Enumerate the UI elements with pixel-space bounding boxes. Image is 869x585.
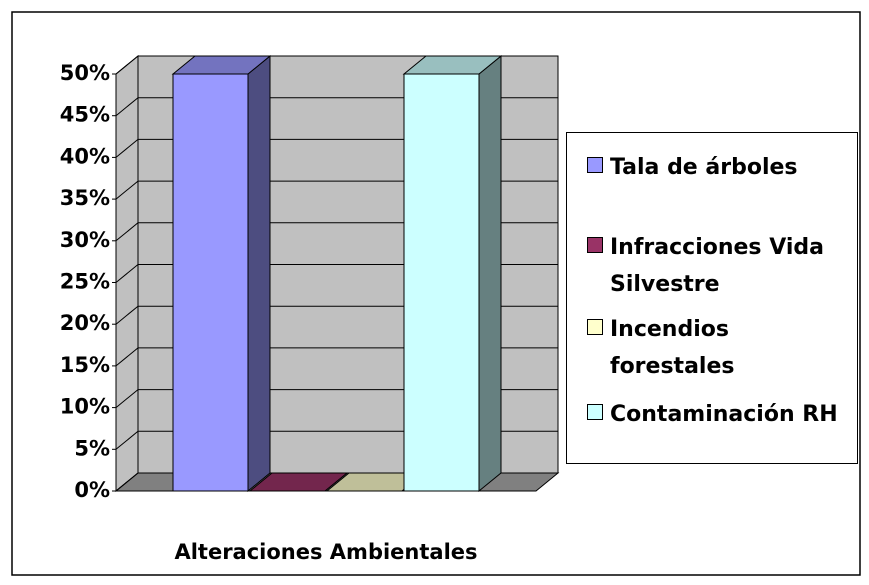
y-tick-label: 50%: [60, 61, 110, 85]
y-tick-label: 35%: [60, 186, 110, 210]
y-tick-label: 25%: [60, 270, 110, 294]
bar: [171, 54, 272, 493]
y-tick-label: 20%: [60, 311, 110, 335]
legend-label: Incendios forestales: [610, 317, 735, 379]
y-tick-label: 40%: [60, 144, 110, 168]
legend-label: Infracciones Vida Silvestre: [610, 235, 824, 297]
bar-front: [403, 73, 480, 492]
legend-swatch: [587, 404, 603, 420]
bar-front: [172, 73, 249, 492]
grid-line: [115, 55, 558, 75]
bar: [248, 472, 349, 492]
bar-top: [248, 472, 349, 492]
legend-label: Tala de árboles: [610, 155, 798, 180]
x-tick-label: Alteraciones Ambientales: [174, 540, 477, 564]
legend-swatch: [587, 157, 603, 173]
legend-item: Tala de árboles: [587, 149, 855, 186]
bar-side: [247, 54, 271, 493]
y-tick-label: 15%: [60, 353, 110, 377]
legend-swatch: [587, 319, 603, 335]
bar-side: [478, 54, 502, 493]
legend-item: Contaminación RH: [587, 396, 855, 433]
legend-label: Contaminación RH: [610, 402, 838, 427]
bar: [402, 54, 503, 493]
y-tick-label: 5%: [74, 436, 110, 460]
legend-swatch: [587, 237, 603, 253]
legend-item: Infracciones Vida Silvestre: [587, 229, 855, 303]
y-tick-label: 45%: [60, 103, 110, 127]
y-tick-label: 10%: [60, 395, 110, 419]
y-tick-label: 0%: [74, 478, 110, 502]
y-tick-label: 30%: [60, 228, 110, 252]
legend: Tala de árboles Infracciones Vida Silvest…: [566, 132, 858, 464]
legend-item: Incendios forestales: [587, 311, 855, 385]
